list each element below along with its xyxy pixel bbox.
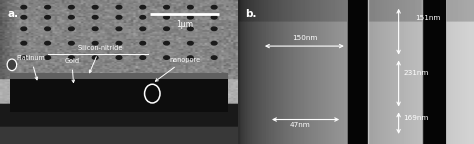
Circle shape <box>116 27 122 31</box>
Circle shape <box>21 56 27 59</box>
Circle shape <box>164 56 169 59</box>
Circle shape <box>164 27 169 31</box>
Circle shape <box>45 56 50 59</box>
Circle shape <box>21 41 27 45</box>
Text: 169nm: 169nm <box>403 114 428 121</box>
Circle shape <box>188 41 193 45</box>
Circle shape <box>69 27 74 31</box>
Bar <box>422 0 446 144</box>
Text: nanopore: nanopore <box>155 57 200 81</box>
Circle shape <box>211 41 217 45</box>
Circle shape <box>211 5 217 9</box>
Text: a.: a. <box>7 9 18 19</box>
Text: 47nm: 47nm <box>289 122 310 128</box>
Circle shape <box>140 5 146 9</box>
Circle shape <box>188 27 193 31</box>
Circle shape <box>92 41 98 45</box>
Circle shape <box>92 16 98 19</box>
Circle shape <box>116 56 122 59</box>
Circle shape <box>116 16 122 19</box>
Circle shape <box>140 41 146 45</box>
Circle shape <box>69 56 74 59</box>
Bar <box>9 78 228 112</box>
Circle shape <box>69 16 74 19</box>
Circle shape <box>69 41 74 45</box>
Circle shape <box>140 27 146 31</box>
Circle shape <box>116 5 122 9</box>
Bar <box>9 73 228 79</box>
Circle shape <box>164 5 169 9</box>
Circle shape <box>164 16 169 19</box>
Circle shape <box>140 16 146 19</box>
Circle shape <box>92 56 98 59</box>
Text: 150nm: 150nm <box>292 35 317 41</box>
Text: b.: b. <box>246 9 257 19</box>
Circle shape <box>140 56 146 59</box>
Text: Silicon-nitride: Silicon-nitride <box>77 45 123 73</box>
Circle shape <box>188 5 193 9</box>
Circle shape <box>45 5 50 9</box>
Circle shape <box>45 16 50 19</box>
Circle shape <box>116 41 122 45</box>
Circle shape <box>211 56 217 59</box>
Text: Gold: Gold <box>64 58 79 83</box>
Circle shape <box>45 41 50 45</box>
Ellipse shape <box>7 59 17 71</box>
Circle shape <box>21 27 27 31</box>
Circle shape <box>45 27 50 31</box>
Circle shape <box>69 5 74 9</box>
Bar <box>347 0 368 144</box>
Circle shape <box>188 56 193 59</box>
Circle shape <box>164 41 169 45</box>
Circle shape <box>211 27 217 31</box>
Circle shape <box>21 5 27 9</box>
Circle shape <box>21 16 27 19</box>
Circle shape <box>211 16 217 19</box>
Circle shape <box>92 27 98 31</box>
Text: 231nm: 231nm <box>403 70 428 76</box>
Circle shape <box>92 5 98 9</box>
Text: 1μm: 1μm <box>176 20 193 29</box>
Circle shape <box>188 16 193 19</box>
Text: Platinum: Platinum <box>17 55 46 80</box>
Text: 151nm: 151nm <box>415 15 440 21</box>
